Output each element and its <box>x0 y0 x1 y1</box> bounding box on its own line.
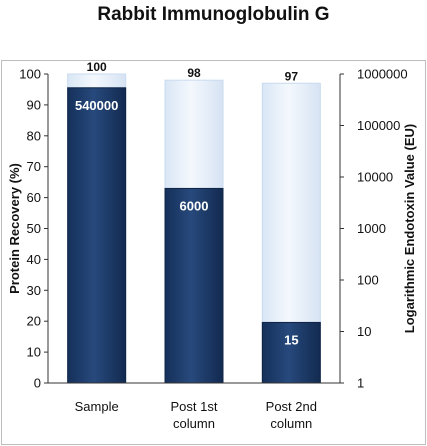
endotoxin-bar <box>67 87 127 384</box>
right-tick-label: 10 <box>357 324 371 339</box>
left-tick-label: 60 <box>27 190 41 205</box>
recovery-data-label: 98 <box>187 66 201 80</box>
left-tick-label: 100 <box>19 67 41 82</box>
left-tick-label: 90 <box>27 97 41 112</box>
endotoxin-data-label: 6000 <box>180 198 209 213</box>
right-tick-label: 10000 <box>357 170 393 185</box>
recovery-data-label: 100 <box>87 60 107 74</box>
right-tick-label: 1000 <box>357 221 386 236</box>
category-label: Post 2nd <box>266 399 317 414</box>
y2-axis-title: Logarithmic Endotoxin Value (EU) <box>402 124 417 333</box>
left-tick-label: 10 <box>27 345 41 360</box>
category-label: Post 1st <box>171 399 218 414</box>
left-tick-label: 70 <box>27 159 41 174</box>
category-label: column <box>270 416 312 431</box>
category-label: column <box>173 416 215 431</box>
y-axis-title: Protein Recovery (%) <box>7 163 22 294</box>
endotoxin-data-label: 540000 <box>75 98 118 113</box>
right-tick-label: 1000000 <box>357 67 408 82</box>
left-tick-label: 50 <box>27 221 41 236</box>
endotoxin-data-label: 15 <box>284 332 298 347</box>
recovery-data-label: 97 <box>285 69 299 83</box>
left-tick-label: 20 <box>27 314 41 329</box>
left-tick-label: 0 <box>34 376 41 391</box>
right-tick-label: 1 <box>357 376 364 391</box>
endotoxin-bar <box>164 187 224 384</box>
right-tick-label: 100000 <box>357 118 400 133</box>
left-tick-label: 40 <box>27 252 41 267</box>
left-tick-label: 80 <box>27 128 41 143</box>
chart-title: Rabbit Immunoglobulin G <box>97 4 330 25</box>
left-tick-label: 30 <box>27 283 41 298</box>
category-label: Sample <box>75 399 119 414</box>
chart-border <box>1 60 426 445</box>
right-tick-label: 100 <box>357 273 379 288</box>
